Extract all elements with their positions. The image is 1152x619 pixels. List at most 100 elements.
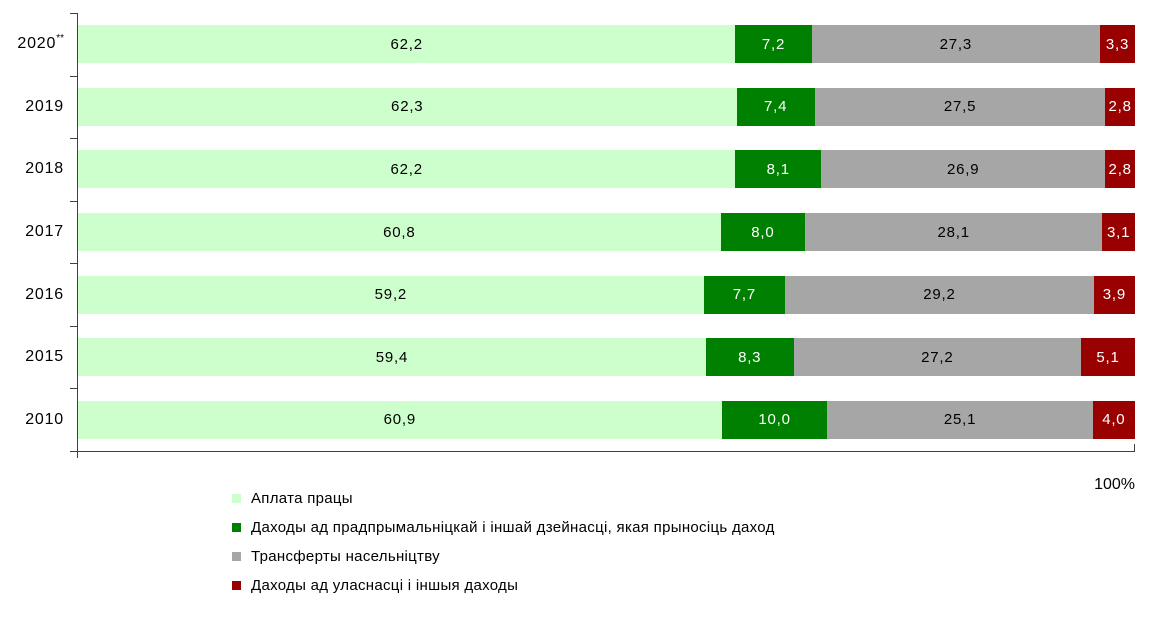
year-marker: **	[56, 32, 64, 44]
legend: Аплата працы Даходы ад прадпрымальніцкай …	[232, 484, 775, 600]
legend-swatch	[232, 523, 241, 532]
legend-swatch	[232, 494, 241, 503]
y-axis-tick	[70, 76, 77, 77]
y-axis-tick	[70, 13, 77, 14]
stacked-bar-2017: 60,8 8,0 28,1 3,1	[78, 213, 1135, 252]
y-axis-label: 2016	[0, 263, 64, 326]
y-axis-line	[77, 13, 78, 458]
legend-item: Даходы ад прадпрымальніцкай і іншай дзей…	[232, 513, 775, 542]
bar-segment: 8,1	[735, 150, 822, 189]
x-axis-end-tick	[1134, 444, 1135, 452]
bar-segment: 29,2	[785, 275, 1094, 314]
bar-segment: 60,9	[78, 400, 722, 439]
stacked-bar-2010: 60,9 10,0 25,1 4,0	[78, 400, 1135, 439]
plot-area: 62,2 7,2 27,3 3,3 62,3 7,4 27,5 2,8 62,2 8,1 26,9 2…	[78, 13, 1135, 451]
year-text: 2017	[25, 223, 64, 241]
bar-segment-value: 59,2	[374, 286, 408, 304]
bar-segment-value: 7,2	[761, 35, 786, 53]
bar-segment: 2,8	[1105, 87, 1135, 126]
bar-segment: 4,0	[1092, 400, 1135, 439]
bar-row-2016: 59,2 7,7 29,2 3,9	[78, 263, 1135, 326]
y-axis-labels: 2020 ** 2019 2018 2017 2016 2015 2010	[0, 13, 64, 451]
legend-swatch	[232, 581, 241, 590]
bar-segment-value: 60,8	[383, 223, 416, 241]
y-axis-label: 2010	[0, 388, 64, 451]
bar-row-2015: 59,4 8,3 27,2 5,1	[78, 326, 1135, 389]
bar-row-2017: 60,8 8,0 28,1 3,1	[78, 201, 1135, 264]
bar-segment-value: 62,2	[390, 160, 423, 178]
bar-segment: 60,8	[78, 213, 721, 252]
stacked-bar-2016: 59,2 7,7 29,2 3,9	[78, 275, 1135, 314]
bar-segment-value: 62,3	[391, 98, 424, 116]
legend-item: Аплата працы	[232, 484, 775, 513]
bar-segment: 7,7	[703, 275, 786, 314]
bar-segment: 7,2	[735, 25, 812, 64]
stacked-bar-2018: 62,2 8,1 26,9 2,8	[78, 150, 1135, 189]
y-axis-tick	[70, 138, 77, 139]
bar-segment-value: 3,9	[1102, 286, 1126, 304]
bar-row-2010: 60,9 10,0 25,1 4,0	[78, 388, 1135, 451]
x-axis-line	[77, 451, 1135, 452]
legend-item: Трансферты насельніцтву	[232, 542, 775, 571]
legend-label: Аплата працы	[251, 490, 353, 507]
bar-segment: 3,9	[1093, 275, 1135, 314]
year-text: 2020	[17, 35, 57, 53]
bar-segment: 59,4	[78, 338, 706, 377]
legend-label: Даходы ад уласнасці і іншыя даходы	[251, 577, 519, 594]
year-text: 2016	[25, 285, 64, 303]
bar-segment-value: 3,1	[1106, 223, 1131, 241]
legend-swatch	[232, 552, 241, 561]
bar-segment: 2,8	[1105, 150, 1135, 189]
bar-segment-value: 8,0	[751, 223, 775, 241]
bar-segment-value: 7,7	[732, 286, 757, 304]
bar-row-2018: 62,2 8,1 26,9 2,8	[78, 138, 1135, 201]
y-axis-tick	[70, 451, 77, 452]
stacked-bar-2015: 59,4 8,3 27,2 5,1	[78, 338, 1135, 377]
bar-segment: 5,1	[1081, 338, 1135, 377]
bar-segment-value: 27,2	[921, 348, 954, 366]
bar-segment: 27,2	[793, 338, 1082, 377]
bar-segment: 3,1	[1102, 213, 1135, 252]
bar-segment: 62,3	[78, 87, 737, 126]
bar-segment-value: 60,9	[383, 411, 417, 429]
bar-segment: 28,1	[805, 213, 1103, 252]
year-text: 2015	[25, 348, 64, 366]
year-text: 2018	[25, 160, 64, 178]
bar-row-2020: 62,2 7,2 27,3 3,3	[78, 13, 1135, 76]
bar-segment-value: 29,2	[923, 286, 956, 304]
bar-segment-value: 26,9	[947, 160, 980, 178]
bar-segment: 27,3	[811, 25, 1101, 64]
legend-item: Даходы ад уласнасці і іншыя даходы	[232, 571, 775, 600]
y-axis-label: 2018	[0, 138, 64, 201]
bar-segment: 8,0	[720, 213, 806, 252]
bar-segment: 3,3	[1100, 25, 1135, 64]
y-axis-label: 2020 **	[0, 13, 64, 76]
bar-segment-value: 25,1	[943, 411, 977, 429]
stacked-bar-2019: 62,3 7,4 27,5 2,8	[78, 87, 1135, 126]
y-axis-tick	[70, 201, 77, 202]
bar-segment-value: 10,0	[758, 411, 791, 429]
y-axis-label: 2015	[0, 326, 64, 389]
bar-segment: 7,4	[736, 87, 815, 126]
bar-segment-value: 4,0	[1102, 411, 1126, 429]
year-text: 2019	[25, 97, 64, 115]
legend-label: Трансферты насельніцтву	[251, 548, 440, 565]
y-axis-label: 2019	[0, 76, 64, 139]
bar-segment-value: 28,1	[937, 223, 970, 241]
y-axis-label: 2017	[0, 201, 64, 264]
stacked-bar-2020: 62,2 7,2 27,3 3,3	[78, 25, 1135, 64]
bar-segment-value: 27,5	[943, 98, 977, 116]
bar-segment-value: 2,8	[1108, 160, 1132, 178]
bar-segment-value: 59,4	[375, 348, 409, 366]
legend-label: Даходы ад прадпрымальніцкай і іншай дзей…	[251, 519, 775, 536]
bar-segment-value: 27,3	[939, 35, 973, 53]
bar-row-2019: 62,3 7,4 27,5 2,8	[78, 76, 1135, 139]
bar-segment: 62,2	[78, 25, 736, 64]
bar-segment-value: 5,1	[1096, 348, 1120, 366]
bar-segment: 26,9	[821, 150, 1106, 189]
bar-segment: 10,0	[721, 400, 828, 439]
y-axis-tick	[70, 326, 77, 327]
bar-segment: 59,2	[78, 275, 704, 314]
bar-segment: 62,2	[78, 150, 736, 189]
